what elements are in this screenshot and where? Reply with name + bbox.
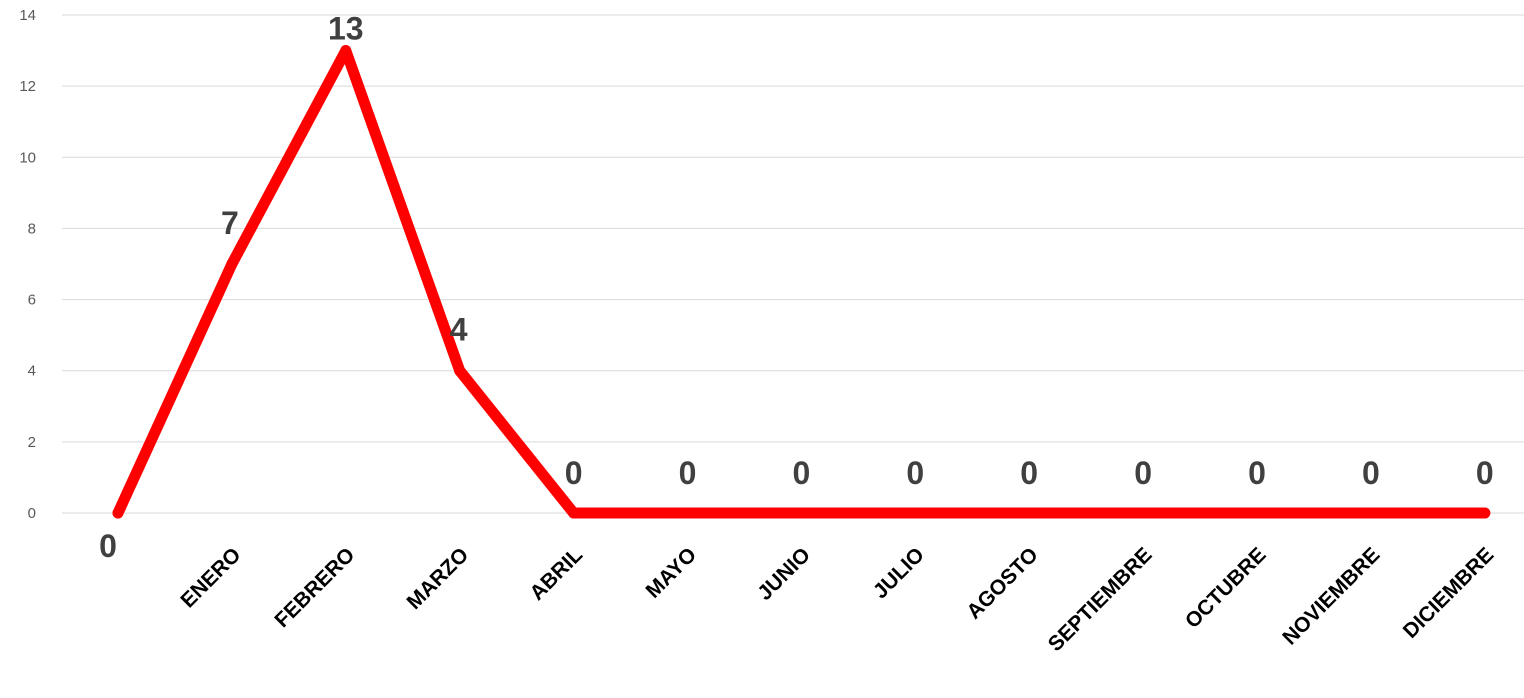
- y-axis: 0 2 4 6 8 10 12 14: [19, 7, 36, 522]
- x-tick-label: DICIEMBRE: [1399, 543, 1499, 643]
- data-label: 0: [1362, 455, 1380, 491]
- data-label: 4: [450, 312, 468, 348]
- data-label: 7: [221, 205, 239, 241]
- data-point: [454, 365, 466, 377]
- data-point: [226, 258, 238, 270]
- data-label: 0: [1248, 455, 1266, 491]
- data-point: [1023, 507, 1035, 519]
- data-label: 0: [99, 528, 117, 564]
- x-tick-label: OCTUBRE: [1181, 543, 1271, 633]
- data-point: [1365, 507, 1377, 519]
- data-label: 0: [793, 455, 811, 491]
- x-axis: ENERO FEBRERO MARZO ABRIL MAYO JUNIO JULIO AGOS…: [176, 543, 1498, 656]
- y-tick-label: 12: [19, 78, 36, 95]
- data-labels: 0 7 13 4 0 0 0 0 0 0 0 0 0: [99, 11, 1494, 564]
- data-label: 0: [679, 455, 697, 491]
- x-tick-label: SEPTIEMBRE: [1044, 543, 1157, 656]
- data-point: [909, 507, 921, 519]
- x-tick-label: ABRIL: [525, 543, 587, 605]
- data-label: 0: [1476, 455, 1494, 491]
- y-tick-label: 10: [19, 149, 36, 166]
- data-point: [340, 45, 352, 57]
- data-label: 0: [906, 455, 924, 491]
- x-tick-label: MARZO: [403, 543, 474, 614]
- series: [112, 45, 1491, 519]
- data-point: [1479, 507, 1491, 519]
- data-label: 0: [1134, 455, 1152, 491]
- y-tick-label: 14: [19, 7, 36, 24]
- x-tick-label: FEBRERO: [270, 543, 359, 632]
- x-tick-label: JUNIO: [753, 543, 815, 605]
- data-point: [1251, 507, 1263, 519]
- data-label: 0: [1020, 455, 1038, 491]
- x-tick-label: JULIO: [869, 543, 929, 603]
- data-point: [795, 507, 807, 519]
- y-tick-label: 2: [28, 434, 36, 451]
- x-tick-label: MAYO: [642, 543, 701, 602]
- data-point: [1137, 507, 1149, 519]
- y-tick-label: 4: [28, 363, 36, 380]
- x-tick-label: NOVIEMBRE: [1278, 543, 1384, 649]
- data-point: [568, 507, 580, 519]
- data-label: 13: [328, 11, 364, 47]
- x-tick-label: AGOSTO: [962, 543, 1042, 623]
- data-label: 0: [565, 455, 583, 491]
- series-line: [112, 45, 1491, 519]
- y-tick-label: 8: [28, 220, 36, 237]
- gridlines: [62, 14, 1524, 514]
- data-point: [682, 507, 693, 519]
- data-point: [112, 507, 124, 519]
- y-tick-label: 0: [28, 505, 36, 522]
- x-tick-label: ENERO: [176, 543, 245, 612]
- y-tick-label: 6: [28, 292, 36, 309]
